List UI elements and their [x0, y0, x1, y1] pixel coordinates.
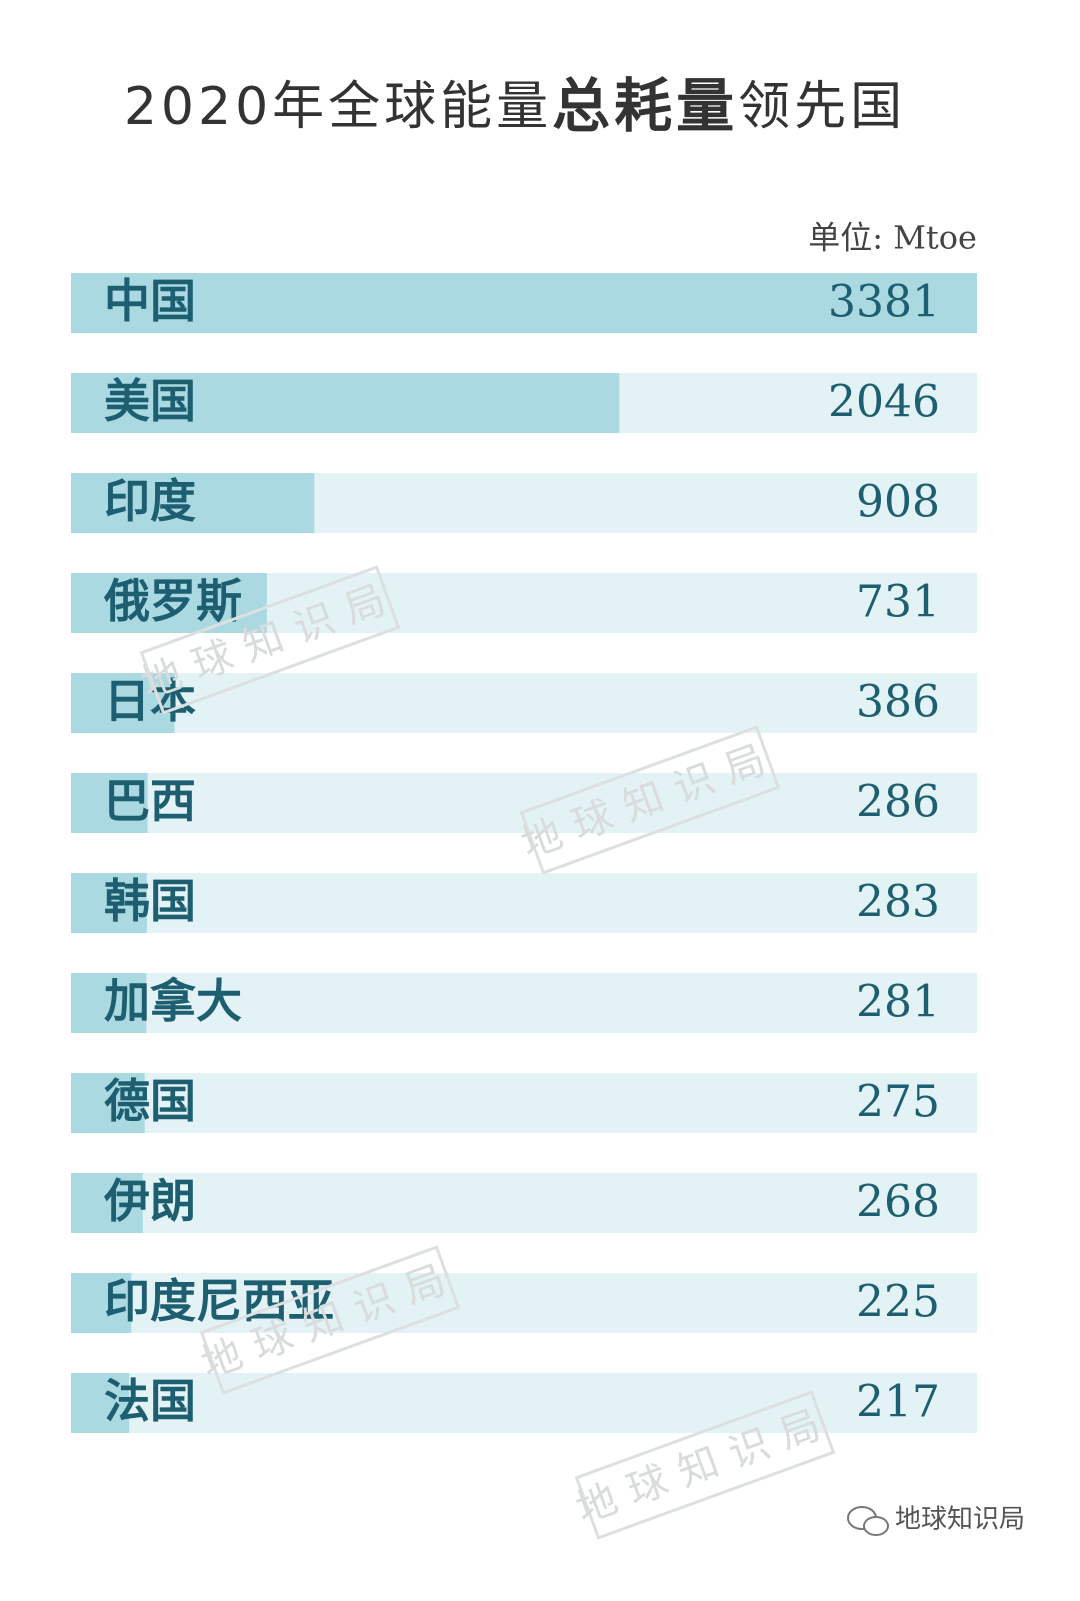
category-label: 伊朗 [103, 1174, 196, 1228]
bar [71, 673, 175, 733]
watermark-box [519, 725, 781, 875]
bar-track [71, 1173, 977, 1233]
bar-track [71, 973, 977, 1033]
value-label: 217 [856, 1377, 940, 1428]
category-label: 日本 [104, 674, 196, 728]
watermark: 地球知识局 [515, 725, 785, 875]
bar [71, 973, 147, 1033]
bar-track [71, 673, 977, 733]
category-label: 俄罗斯 [103, 574, 242, 628]
bar [71, 1373, 130, 1433]
title-part: 领先国 [738, 77, 906, 137]
category-label: 印度尼西亚 [104, 1274, 334, 1328]
footer: 地球知识局 [847, 1505, 1025, 1536]
value-label: 286 [856, 777, 940, 828]
bar [71, 273, 977, 333]
unit-label: 单位: Mtoe [808, 219, 977, 257]
category-label: 美国 [104, 374, 196, 428]
bar [71, 1273, 132, 1333]
value-label: 268 [856, 1177, 940, 1228]
category-label: 巴西 [104, 774, 196, 828]
value-label: 3381 [828, 277, 940, 328]
bar-track [71, 873, 977, 933]
bar-track [71, 1073, 977, 1133]
value-label: 281 [856, 977, 940, 1028]
category-label: 加拿大 [104, 974, 242, 1028]
bar-track [71, 1273, 977, 1333]
watermark-box [574, 1390, 836, 1540]
value-label: 908 [856, 477, 940, 528]
bar [71, 573, 267, 633]
value-label: 386 [856, 677, 940, 728]
category-label: 德国 [104, 1074, 196, 1128]
bar [71, 473, 315, 533]
bar [71, 373, 620, 433]
watermark-box [139, 565, 401, 715]
bar [71, 873, 147, 933]
value-label: 225 [856, 1277, 940, 1328]
footer-text: 地球知识局 [895, 1505, 1025, 1535]
category-label: 韩国 [104, 874, 196, 928]
category-label: 印度 [104, 474, 196, 528]
title-part: 总耗量 [552, 72, 738, 140]
bar [71, 1073, 145, 1133]
bars: 中国 3381 美国 2046 印度 908 俄罗斯 731 日本 386 巴西 286 韩国 283 加拿… [71, 273, 977, 1433]
value-label: 275 [856, 1077, 940, 1128]
value-label: 283 [856, 877, 940, 928]
category-label: 法国 [104, 1374, 196, 1428]
watermark-box [199, 1245, 461, 1395]
value-label: 2046 [828, 377, 940, 428]
bar [71, 773, 148, 833]
title-part: 2020年全球能量 [124, 77, 552, 137]
chart-title: 2020年全球能量总耗量领先国 [124, 72, 906, 140]
bar-track [71, 1373, 977, 1433]
value-label: 731 [856, 577, 940, 628]
category-label: 中国 [104, 274, 196, 328]
wechat-icon [863, 1516, 889, 1536]
bar [71, 1173, 143, 1233]
